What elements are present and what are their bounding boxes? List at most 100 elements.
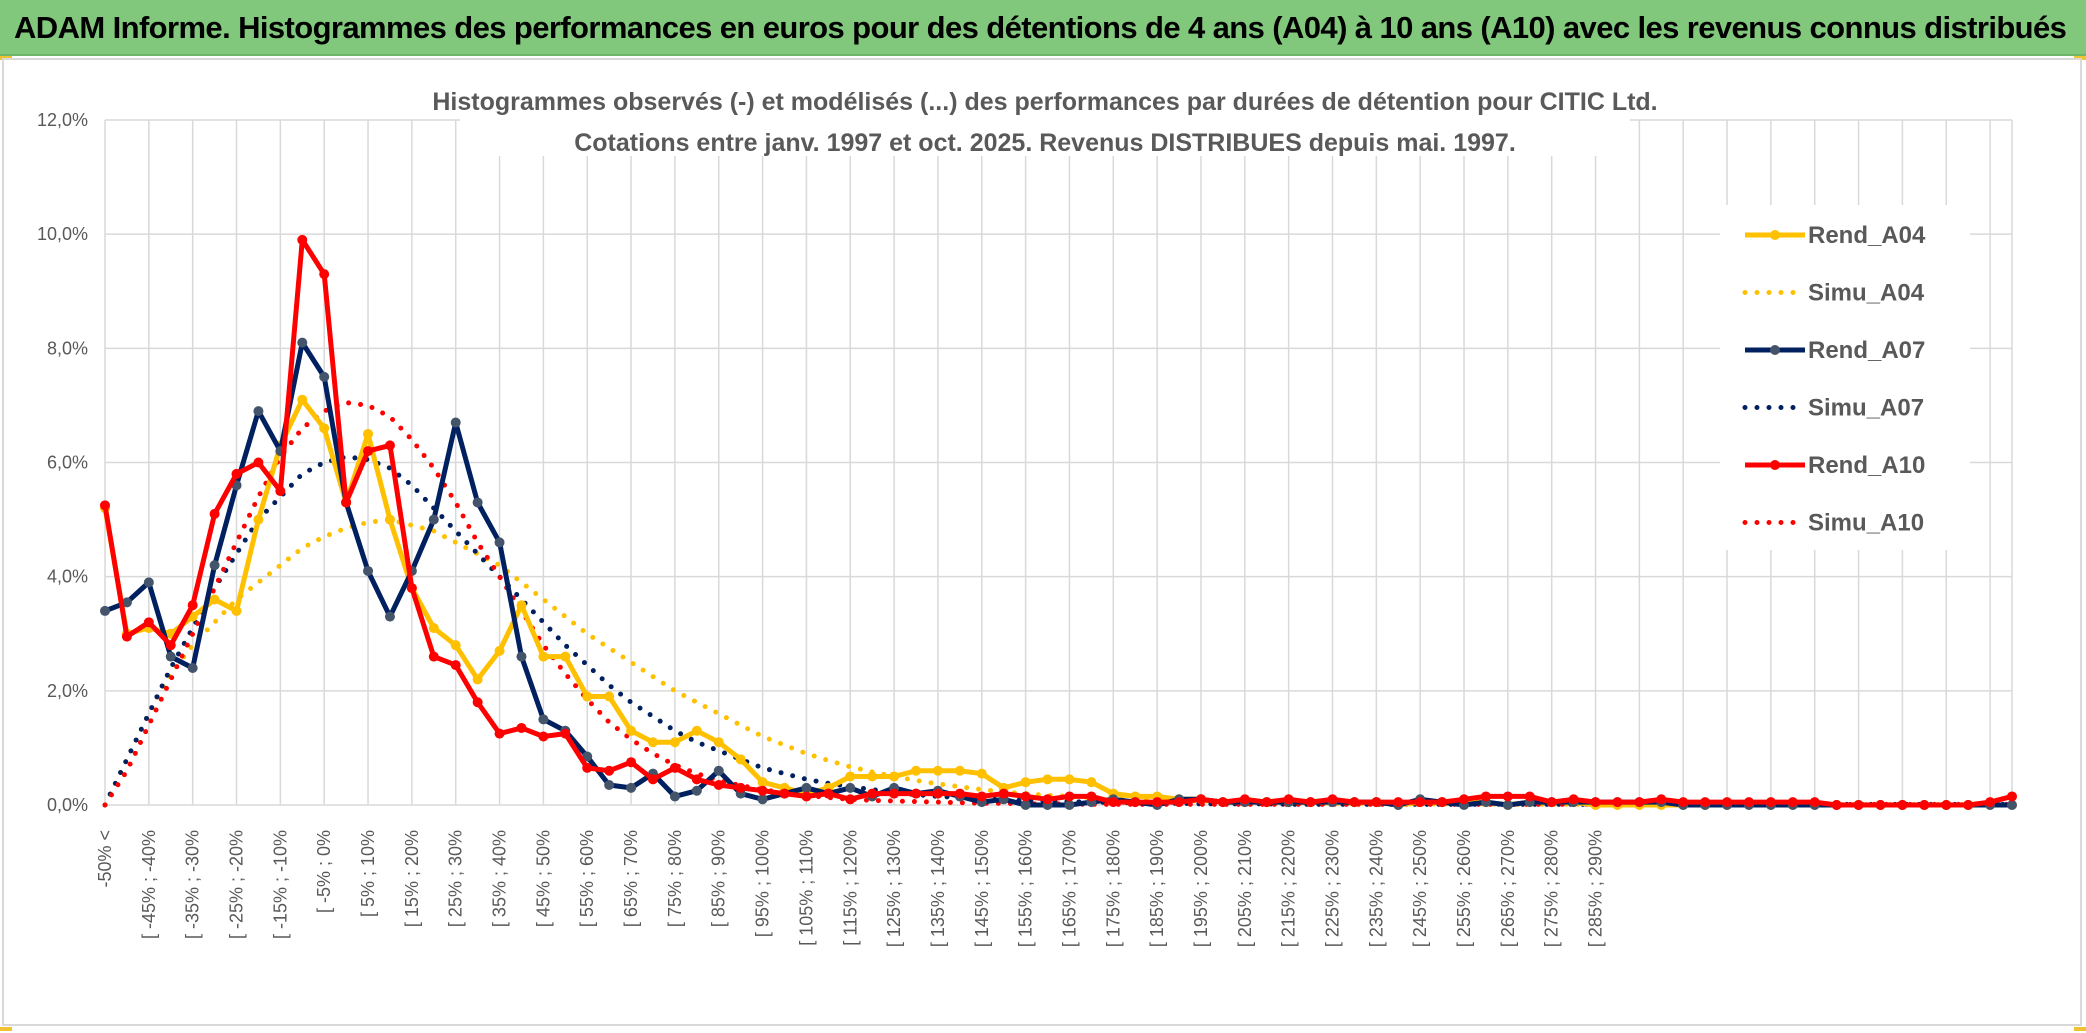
- data-point: [691, 774, 702, 785]
- data-point: [516, 651, 527, 662]
- data-point: [1919, 800, 1930, 810]
- x-tick-label: [ -15% ; -10%: [270, 830, 290, 939]
- x-tick-label: [ 175% ; 180%: [1103, 830, 1123, 947]
- data-point: [604, 780, 615, 791]
- legend-label: Simu_A10: [1808, 510, 1924, 537]
- y-tick-label: 4,0%: [47, 567, 88, 587]
- data-point: [582, 691, 593, 702]
- data-point: [779, 788, 790, 799]
- data-point: [297, 234, 308, 245]
- data-point: [1261, 797, 1272, 808]
- legend-item-rend-a04: Rend_A04: [1745, 222, 1926, 249]
- legend-marker: [1770, 230, 1780, 240]
- data-point: [1064, 800, 1075, 810]
- x-tick-label: [ 145% ; 150%: [972, 830, 992, 947]
- data-point: [428, 514, 439, 525]
- data-point: [1480, 791, 1491, 802]
- data-point: [1897, 800, 1908, 810]
- report-title: ADAM Informe. Histogrammes des performan…: [14, 10, 2067, 45]
- x-tick-label: -50% <: [95, 830, 115, 888]
- x-tick-label: [ 155% ; 160%: [1016, 830, 1036, 947]
- y-tick-label: 12,0%: [37, 110, 88, 130]
- data-point: [1195, 794, 1206, 805]
- data-point: [297, 337, 308, 348]
- legend: Rend_A04 Simu_A04 Rend_A07 Simu_A07 Rend_A10…: [1720, 205, 1970, 550]
- data-point: [494, 645, 505, 656]
- chart-title: Histogrammes observés (-) et modélisés (…: [432, 88, 1657, 116]
- legend-item-rend-a07: Rend_A07: [1745, 337, 1925, 364]
- data-point: [1722, 797, 1733, 808]
- x-tick-label: [ 125% ; 130%: [884, 830, 904, 947]
- x-tick-label: [ 75% ; 80%: [665, 830, 685, 927]
- x-tick-label: [ -25% ; -20%: [227, 830, 247, 939]
- data-point: [735, 782, 746, 793]
- data-point: [209, 560, 220, 571]
- data-point: [801, 782, 812, 793]
- legend-label: Rend_A07: [1808, 337, 1925, 364]
- data-point: [363, 446, 374, 457]
- x-tick-label: [ 135% ; 140%: [928, 830, 948, 947]
- x-tick-label: [ 105% ; 110%: [796, 830, 816, 946]
- data-point: [100, 605, 110, 616]
- data-point: [319, 371, 330, 382]
- data-point: [1130, 797, 1141, 808]
- data-point: [406, 583, 417, 594]
- series-rend-a10: [100, 234, 2017, 810]
- data-point: [823, 788, 834, 799]
- data-point: [1042, 774, 1053, 785]
- data-point: [867, 788, 878, 799]
- data-point: [1459, 794, 1470, 805]
- x-tick-label: [ 285% ; 290%: [1586, 830, 1606, 947]
- corner-mark: [0, 1027, 12, 1031]
- data-point: [604, 765, 615, 776]
- data-point: [1743, 797, 1754, 808]
- data-point: [845, 782, 856, 793]
- data-point: [472, 674, 483, 685]
- data-point: [801, 791, 812, 802]
- data-point: [538, 714, 549, 725]
- data-point: [450, 660, 461, 671]
- data-point: [231, 468, 242, 479]
- data-point: [143, 617, 154, 628]
- data-point: [757, 785, 768, 796]
- data-point: [976, 791, 987, 802]
- data-point: [428, 651, 439, 662]
- data-point: [1612, 797, 1623, 808]
- x-tick-label: [ 5% ; 10%: [358, 830, 378, 917]
- data-point: [713, 737, 724, 748]
- x-tick-label: [ 115% ; 120%: [840, 830, 860, 946]
- legend-item-simu-a04: Simu_A04: [1742, 280, 1925, 307]
- data-point: [1678, 797, 1689, 808]
- series-simu-a04: [102, 517, 2015, 808]
- data-point: [209, 594, 220, 605]
- y-tick-label: 0,0%: [47, 795, 88, 815]
- data-point: [582, 751, 593, 762]
- data-point: [472, 497, 483, 508]
- legend-label: Rend_A04: [1808, 222, 1926, 249]
- x-tick-label: [ 15% ; 20%: [402, 830, 422, 927]
- chart-subtitle: Cotations entre janv. 1997 et oct. 2025.…: [574, 129, 1516, 157]
- data-point: [275, 486, 286, 497]
- data-point: [845, 771, 856, 782]
- data-point: [516, 722, 527, 733]
- data-point: [735, 754, 746, 765]
- data-point: [538, 651, 549, 662]
- data-point: [1831, 800, 1842, 810]
- data-point: [1108, 797, 1119, 808]
- x-tick-label: [ 195% ; 200%: [1191, 830, 1211, 947]
- data-point: [253, 514, 264, 525]
- data-point: [1152, 797, 1163, 808]
- data-point: [187, 600, 198, 611]
- data-point: [1700, 797, 1711, 808]
- data-point: [1283, 794, 1294, 805]
- x-tick-label: [ -5% ; 0%: [314, 830, 334, 913]
- data-point: [976, 768, 987, 779]
- data-point: [1502, 791, 1513, 802]
- data-point: [669, 762, 680, 773]
- x-tick-label: [ 65% ; 70%: [621, 830, 641, 927]
- y-tick-label: 2,0%: [47, 681, 88, 701]
- x-tick-label: [ 165% ; 170%: [1059, 830, 1079, 947]
- data-point: [297, 394, 308, 405]
- data-point: [1174, 797, 1185, 808]
- chart-title-background: [460, 84, 1630, 156]
